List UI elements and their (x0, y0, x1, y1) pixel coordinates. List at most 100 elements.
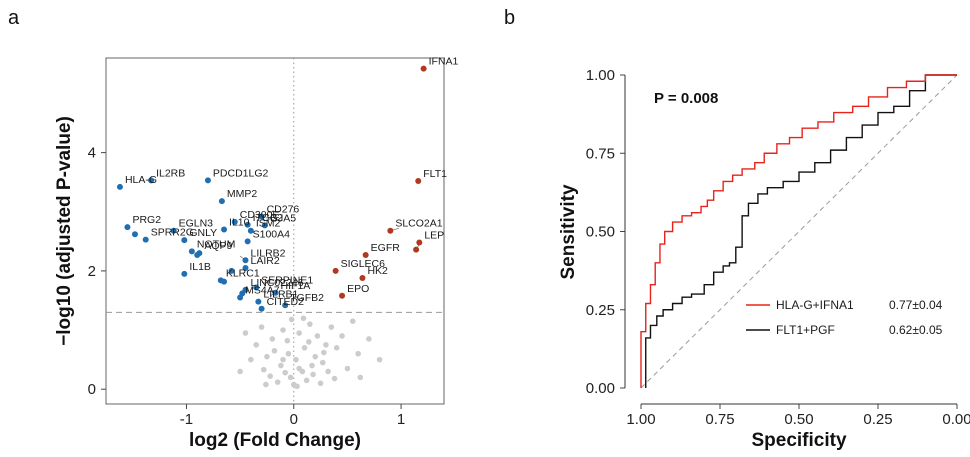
volcano-ns-points (237, 315, 383, 390)
lair2-point (242, 264, 249, 271)
slco2a1-point (387, 227, 394, 234)
il2rb-label: IL2RB (156, 167, 185, 179)
il2rb-point (148, 177, 155, 184)
hla-g-point (116, 183, 123, 190)
roc-axis-ticks: 1.00 0.75 0.50 0.25 0.00 0.00 0.25 0.50 0.75 1.00 (586, 67, 970, 428)
y-tick-label: 2 (88, 263, 96, 280)
ns-point (309, 362, 315, 369)
ns-point (274, 379, 281, 385)
y-tick-label: 0.25 (586, 302, 615, 319)
ns-point (296, 330, 302, 336)
roc-series-hla-g-ifna1 (640, 74, 957, 388)
notum-point (188, 248, 195, 255)
ns-point (303, 377, 310, 384)
ns-point (301, 345, 308, 351)
roc-plot: 1.00 0.75 0.50 0.25 0.000.000.250.500.751.00… (558, 67, 970, 451)
cd276-point (258, 213, 265, 220)
hk2-label: HK2 (367, 265, 388, 277)
ns-point (355, 350, 361, 357)
ns-point (310, 371, 316, 378)
ns-point (323, 342, 329, 348)
lilrb2-label: LILRB2 (250, 247, 285, 259)
y-tick-label: 0.50 (586, 224, 615, 241)
egln3-label: EGLN3 (179, 218, 214, 230)
itgb2-label: ITGB2 (253, 212, 284, 224)
x-tick-label: 0 (290, 411, 298, 428)
siglec6-point (332, 267, 339, 274)
ns-point (325, 368, 331, 375)
ms4a7-label: MS4A7 (245, 285, 280, 297)
x-tick-label: 0.75 (705, 411, 734, 428)
panel-a-letter: a (8, 7, 20, 29)
tgfb2-label: TGFB2 (290, 292, 324, 304)
y-tick-label: 0 (88, 381, 96, 398)
ism2-point (247, 227, 254, 234)
ns-point (242, 330, 249, 336)
gene-point (228, 267, 235, 274)
mmp2-label: MMP2 (227, 188, 257, 200)
ms4a7-point (237, 294, 244, 301)
ns-point (285, 350, 292, 357)
egln3-point (170, 227, 177, 234)
ns-point (339, 333, 345, 339)
siglec6-label: SIGLEC6 (341, 258, 386, 270)
legend-auc-flt1-pgf: 0.62±0.05 (889, 323, 943, 337)
ns-point (321, 349, 327, 356)
roc-x-axis-title: Specificity (751, 430, 846, 451)
gnly-point (181, 237, 188, 244)
roc-y-axis-title: Sensitivity (558, 184, 579, 279)
volcano-y-axis-title: −log10 (adjusted P-value) (54, 116, 75, 346)
ns-point (366, 336, 372, 342)
x-tick-label: 0.00 (942, 411, 970, 428)
roc-chance-diagonal (640, 74, 958, 389)
ns-point (284, 337, 291, 344)
linc02246-label: LINC02246 (250, 277, 303, 289)
x-tick-label: 0.50 (784, 411, 813, 428)
epo-label: EPO (347, 283, 369, 295)
ns-point (280, 327, 286, 333)
flt1-point (415, 178, 422, 185)
hla-g-label: HLA-G (125, 174, 157, 186)
il1b-point (181, 270, 188, 277)
egfr-label: EGFR (371, 242, 401, 254)
pdcd1lg2-label: PDCD1LG2 (213, 167, 269, 179)
prg2-label: PRG2 (132, 214, 161, 226)
y-tick-label: 0.00 (586, 380, 615, 397)
pdcd1lg2-point (204, 177, 211, 184)
s100a4-label: S100A4 (253, 228, 291, 240)
il10-label: IL10 (229, 217, 250, 229)
lep-point (416, 239, 423, 246)
ns-point (376, 356, 383, 363)
x-tick-label: -1 (180, 411, 193, 428)
slco2a1-label: SLCO2A1 (395, 218, 442, 230)
mmp2-point (218, 198, 225, 205)
ns-point (287, 374, 294, 381)
volcano-reference-lines (106, 58, 444, 404)
ns-point (296, 365, 302, 372)
prg2-point (124, 224, 131, 231)
ns-point (264, 353, 270, 360)
ns-point (237, 368, 243, 375)
volcano-plot-frame (105, 57, 445, 405)
epo-point (339, 292, 346, 299)
ns-point (267, 373, 273, 380)
ns-point (307, 321, 313, 327)
ns-point (344, 365, 351, 372)
lair2-label: LAIR2 (250, 255, 279, 267)
ns-point (269, 336, 276, 342)
ns-point (258, 324, 265, 330)
hif1a-point (272, 289, 279, 296)
gene-point (221, 278, 228, 285)
ifna1-point (420, 65, 427, 72)
itgb2-point (244, 221, 251, 228)
sprr2g-label: SPRR2G (151, 227, 194, 239)
ns-point (282, 369, 288, 376)
gja5-label: GJA5 (270, 212, 296, 224)
klrc1-label: KLRC1 (226, 267, 260, 279)
legend-label-flt1-pgf: FLT1+PGF (776, 323, 835, 337)
ifna1-label: IFNA1 (429, 56, 459, 68)
lilrb1-label: LILRB1 (263, 289, 298, 301)
roc-series-flt1-pgf (645, 74, 957, 388)
